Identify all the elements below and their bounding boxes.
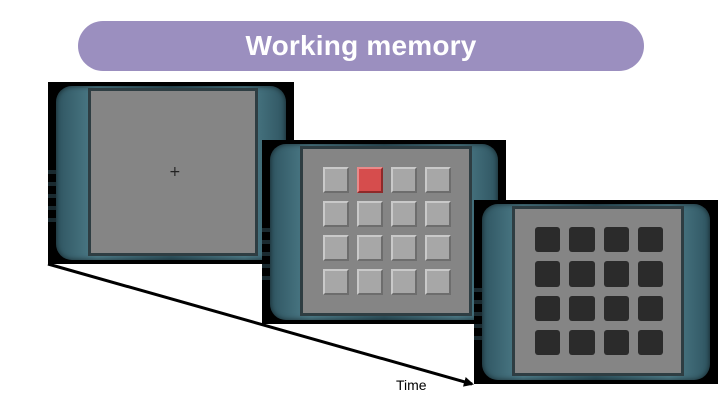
grid-square	[425, 235, 451, 261]
grid-square	[323, 235, 349, 261]
grid-square	[535, 261, 561, 287]
device-notch	[48, 218, 56, 222]
grid-square	[637, 329, 663, 355]
grid-square	[603, 329, 629, 355]
fixation-frame: +	[48, 82, 294, 264]
device-notch	[474, 312, 482, 316]
device-notch	[474, 288, 482, 292]
grid-square	[637, 227, 663, 253]
grid-square	[357, 201, 383, 227]
grid-square	[637, 261, 663, 287]
device-screen	[512, 206, 684, 376]
grid-square	[535, 329, 561, 355]
cue-grid	[323, 167, 451, 295]
cue-frame	[262, 140, 506, 324]
grid-square	[535, 227, 561, 253]
grid-square	[391, 201, 417, 227]
device-screen: +	[88, 88, 258, 256]
title: Working memory	[245, 30, 477, 61]
device-notch	[262, 276, 270, 280]
grid-square	[357, 269, 383, 295]
fixation-cross: +	[169, 164, 181, 180]
device-notch	[262, 264, 270, 268]
device-notch	[48, 170, 56, 174]
grid-square	[569, 329, 595, 355]
device-notch	[48, 194, 56, 198]
device-body	[482, 204, 710, 380]
device-screen	[300, 146, 472, 316]
device-notch	[48, 182, 56, 186]
response-grid	[535, 227, 663, 355]
grid-square	[391, 235, 417, 261]
device-notch	[262, 240, 270, 244]
time-label: Time	[396, 377, 427, 393]
device-notch	[262, 252, 270, 256]
grid-square	[391, 167, 417, 193]
grid-square	[323, 269, 349, 295]
grid-square	[425, 269, 451, 295]
time-arrow-line	[47, 262, 474, 387]
device-notch	[48, 206, 56, 210]
grid-square	[569, 227, 595, 253]
grid-square	[323, 201, 349, 227]
title-banner: Working memory	[78, 21, 644, 71]
device-notch	[474, 324, 482, 328]
grid-square	[569, 295, 595, 321]
device-notch	[474, 300, 482, 304]
grid-square	[425, 201, 451, 227]
device-notch	[262, 228, 270, 232]
grid-square	[323, 167, 349, 193]
grid-square	[425, 167, 451, 193]
response-frame	[474, 200, 718, 384]
grid-square	[535, 295, 561, 321]
device-notch	[474, 336, 482, 340]
highlighted-square	[357, 167, 383, 193]
grid-square	[357, 235, 383, 261]
device-body: +	[56, 86, 286, 260]
grid-square	[603, 227, 629, 253]
grid-square	[569, 261, 595, 287]
grid-square	[603, 261, 629, 287]
grid-square	[637, 295, 663, 321]
grid-square	[603, 295, 629, 321]
grid-square	[391, 269, 417, 295]
device-body	[270, 144, 498, 320]
